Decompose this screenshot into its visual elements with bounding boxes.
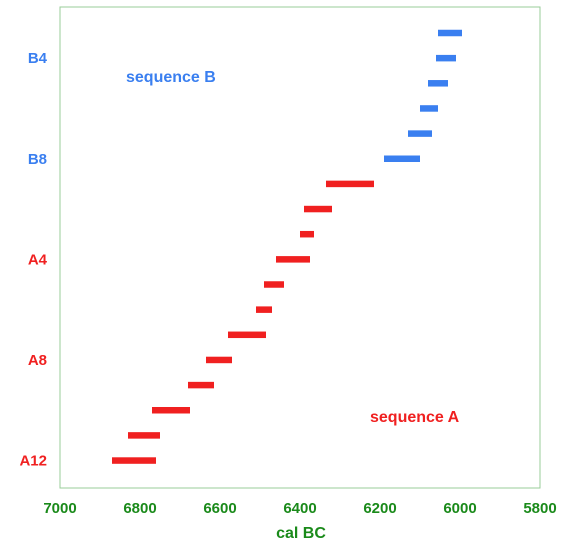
range-bar <box>228 331 266 339</box>
range-bar <box>304 205 332 213</box>
range-bar <box>300 230 314 238</box>
x-axis-title: cal BC <box>276 525 326 542</box>
range-bar <box>438 29 462 37</box>
x-tick-label: 6600 <box>203 500 236 517</box>
y-axis-labels: B4 B8 A4 A8 A12 <box>19 50 47 469</box>
range-bar <box>428 80 448 87</box>
x-axis-ticks: 7000 6800 6600 6400 6200 6000 5800 <box>43 500 556 517</box>
range-bar <box>188 381 214 389</box>
range-bar <box>264 281 284 288</box>
series-annotation: sequence B <box>126 69 216 86</box>
x-tick-label: 6400 <box>283 500 316 517</box>
y-row-label: B4 <box>28 50 48 67</box>
range-bar <box>420 105 438 112</box>
range-bar <box>112 457 156 464</box>
x-tick-label: 6200 <box>363 500 396 517</box>
y-row-label: A8 <box>28 352 47 369</box>
annotations-group: sequence B sequence A <box>126 69 460 426</box>
range-bar <box>256 306 272 313</box>
range-bar <box>152 407 190 414</box>
y-row-label: A12 <box>19 453 47 470</box>
range-bar <box>384 155 420 162</box>
range-bar <box>326 180 374 188</box>
y-row-label: A4 <box>28 251 48 268</box>
plot-frame <box>59 6 541 489</box>
y-row-label: B8 <box>28 151 47 168</box>
series-annotation: sequence A <box>370 409 460 426</box>
x-tick-label: 5800 <box>523 500 556 517</box>
range-bar <box>436 54 456 62</box>
x-tick-label: 6800 <box>123 500 156 517</box>
x-tick-label: 6000 <box>443 500 476 517</box>
range-bar <box>408 130 432 137</box>
range-bar <box>206 356 232 364</box>
x-tick-label: 7000 <box>43 500 76 517</box>
bars-group <box>112 29 462 464</box>
range-bar <box>276 256 310 263</box>
range-bar <box>128 432 160 439</box>
